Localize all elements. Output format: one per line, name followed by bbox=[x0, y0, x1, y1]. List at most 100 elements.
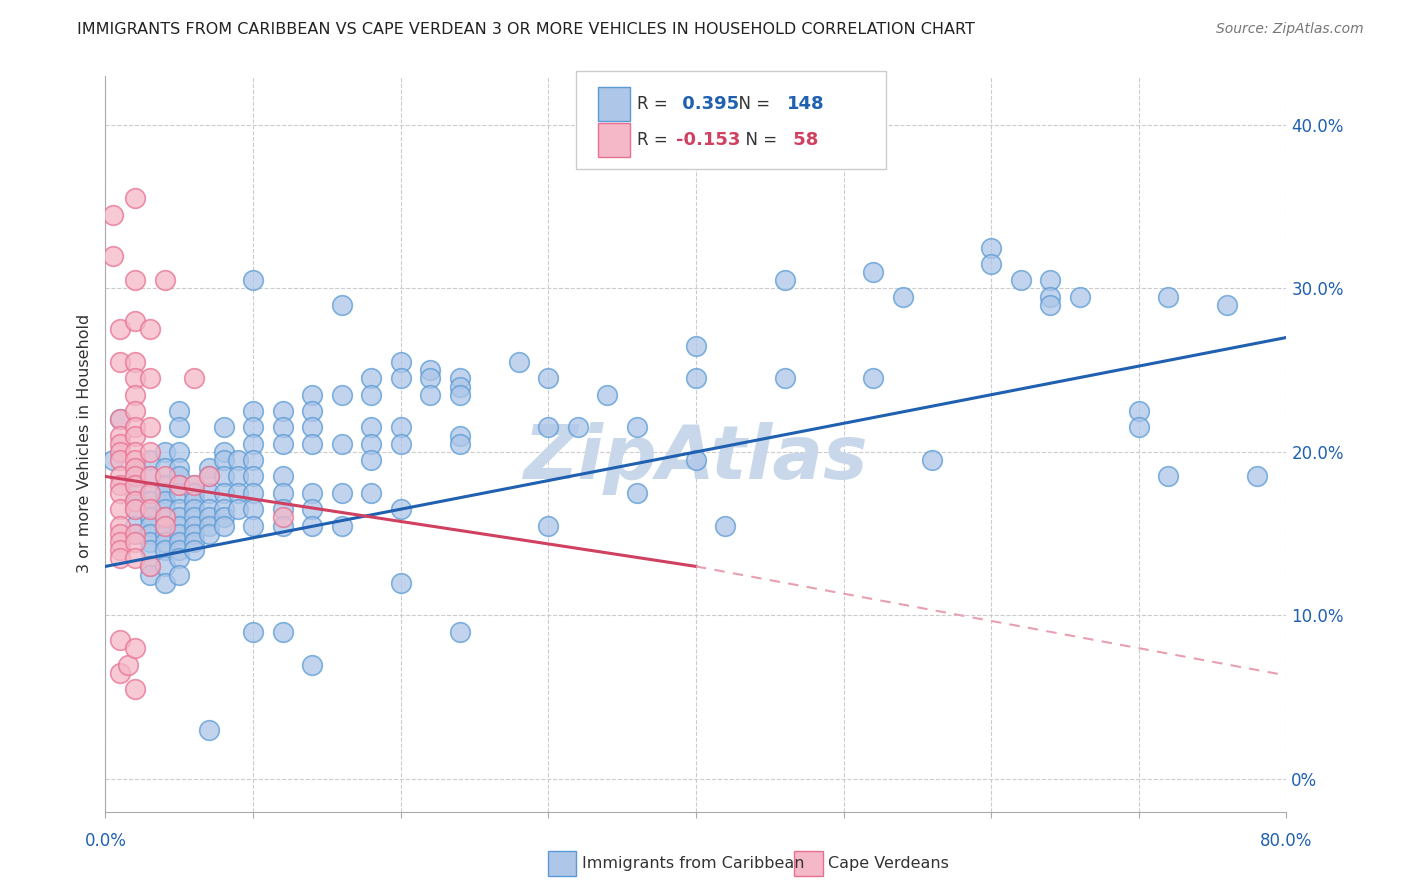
Point bbox=[197, 461, 219, 475]
Text: N =: N = bbox=[728, 95, 776, 113]
Point bbox=[242, 624, 264, 639]
Point bbox=[1039, 273, 1062, 287]
Point bbox=[124, 453, 146, 467]
Point bbox=[242, 485, 264, 500]
Point bbox=[330, 298, 353, 312]
Point bbox=[124, 502, 146, 516]
Point bbox=[153, 575, 176, 590]
Point bbox=[773, 371, 796, 385]
Text: Immigrants from Caribbean: Immigrants from Caribbean bbox=[582, 856, 804, 871]
Point bbox=[197, 526, 219, 541]
Point bbox=[301, 502, 323, 516]
Point bbox=[124, 191, 146, 205]
Point bbox=[449, 387, 471, 401]
Point bbox=[153, 518, 176, 533]
Point bbox=[1010, 273, 1032, 287]
Point bbox=[980, 240, 1002, 254]
Point bbox=[197, 518, 219, 533]
Point bbox=[537, 371, 560, 385]
Point bbox=[110, 412, 132, 426]
Point bbox=[138, 469, 162, 483]
Text: 80.0%: 80.0% bbox=[1260, 831, 1313, 849]
Point bbox=[169, 543, 191, 558]
Point bbox=[110, 633, 132, 648]
Point bbox=[110, 453, 132, 467]
Point bbox=[197, 723, 219, 737]
Point bbox=[183, 502, 205, 516]
Point bbox=[110, 543, 132, 558]
Point bbox=[124, 314, 146, 328]
Point bbox=[124, 420, 146, 434]
Point bbox=[110, 526, 132, 541]
Point bbox=[169, 404, 191, 418]
Point bbox=[124, 526, 146, 541]
Point bbox=[138, 518, 162, 533]
Point bbox=[169, 567, 191, 582]
Point bbox=[271, 624, 294, 639]
Point bbox=[153, 477, 176, 491]
Text: Source: ZipAtlas.com: Source: ZipAtlas.com bbox=[1216, 22, 1364, 37]
Point bbox=[197, 469, 219, 483]
Point bbox=[197, 469, 219, 483]
Point bbox=[124, 445, 146, 459]
Point bbox=[360, 387, 382, 401]
Text: Cape Verdeans: Cape Verdeans bbox=[828, 856, 949, 871]
Point bbox=[138, 485, 162, 500]
Point bbox=[138, 453, 162, 467]
Point bbox=[138, 543, 162, 558]
Point bbox=[124, 461, 146, 475]
Point bbox=[101, 453, 124, 467]
Point bbox=[153, 559, 176, 574]
Point bbox=[212, 510, 235, 524]
Point bbox=[197, 510, 219, 524]
Point bbox=[242, 273, 264, 287]
Point bbox=[330, 436, 353, 450]
Y-axis label: 3 or more Vehicles in Household: 3 or more Vehicles in Household bbox=[77, 314, 93, 574]
Point bbox=[389, 355, 412, 369]
Point bbox=[508, 355, 530, 369]
Point bbox=[153, 494, 176, 508]
Point bbox=[449, 624, 471, 639]
Point bbox=[124, 477, 146, 491]
Point bbox=[183, 371, 205, 385]
Point bbox=[169, 420, 191, 434]
Point bbox=[110, 436, 132, 450]
Point bbox=[862, 265, 884, 279]
Point bbox=[124, 494, 146, 508]
Point bbox=[110, 428, 132, 442]
Point bbox=[169, 534, 191, 549]
Point bbox=[389, 436, 412, 450]
Text: 0.395: 0.395 bbox=[676, 95, 740, 113]
Point bbox=[301, 657, 323, 672]
Point bbox=[980, 257, 1002, 271]
Point bbox=[449, 436, 471, 450]
Point bbox=[138, 494, 162, 508]
Point bbox=[124, 469, 146, 483]
Point bbox=[271, 469, 294, 483]
Point bbox=[301, 518, 323, 533]
Point bbox=[138, 567, 162, 582]
Point bbox=[183, 510, 205, 524]
Point bbox=[124, 518, 146, 533]
Point bbox=[124, 551, 146, 566]
Point bbox=[169, 469, 191, 483]
Point bbox=[271, 420, 294, 434]
Point bbox=[212, 469, 235, 483]
Point bbox=[138, 445, 162, 459]
Point bbox=[242, 404, 264, 418]
Point bbox=[389, 502, 412, 516]
Point bbox=[124, 273, 146, 287]
Point bbox=[153, 469, 176, 483]
Point bbox=[301, 387, 323, 401]
Point bbox=[138, 559, 162, 574]
Point bbox=[212, 445, 235, 459]
Point bbox=[124, 469, 146, 483]
Point bbox=[228, 502, 250, 516]
Point bbox=[124, 371, 146, 385]
Point bbox=[301, 436, 323, 450]
Point bbox=[301, 420, 323, 434]
Point bbox=[124, 485, 146, 500]
Point bbox=[389, 420, 412, 434]
Point bbox=[685, 453, 707, 467]
Point bbox=[1216, 298, 1239, 312]
